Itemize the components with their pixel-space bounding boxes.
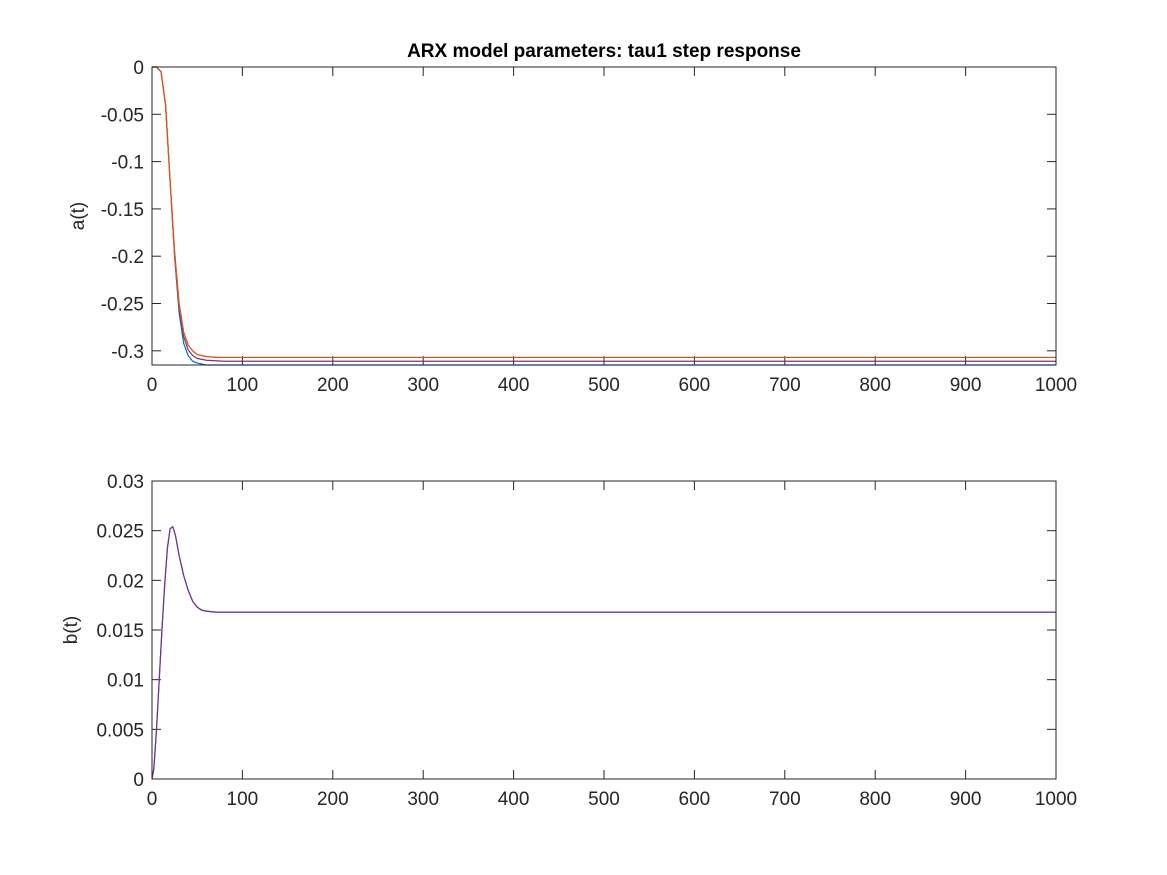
x-tick-label: 400 xyxy=(498,789,530,810)
series-line-b-0 xyxy=(151,525,1056,780)
series-line-b-1 xyxy=(151,525,1056,780)
series-line-a-0 xyxy=(152,66,1056,366)
y-tick-label: 0.015 xyxy=(96,621,144,642)
x-tick-label: 500 xyxy=(588,375,620,396)
x-tick-label: 900 xyxy=(950,375,982,396)
x-tick-label: 0 xyxy=(147,789,158,810)
x-tick-label: 200 xyxy=(317,375,349,396)
tick-group-a: 0 100 200 300 400 500 600 700 800 900 1000 0 -0.05 -0… xyxy=(101,58,1077,396)
x-tick-label: 600 xyxy=(679,789,711,810)
x-tick-label: 600 xyxy=(679,375,711,396)
x-tick-label: 100 xyxy=(227,789,259,810)
series-group-b xyxy=(151,525,1056,780)
x-tick-label: 800 xyxy=(859,789,891,810)
x-tick-label: 500 xyxy=(588,789,620,810)
y-tick-label: -0.1 xyxy=(111,153,144,174)
x-tick-label: 300 xyxy=(407,789,439,810)
x-tick-label: 900 xyxy=(950,789,982,810)
tick-group-b: 0 100 200 300 400 500 600 700 800 900 1000 0 0.005 0.… xyxy=(96,472,1077,810)
axes-box-b xyxy=(151,480,1057,780)
x-tick-label: 400 xyxy=(498,375,530,396)
y-tick-label: -0.2 xyxy=(111,247,144,268)
x-tick-label: 300 xyxy=(407,375,439,396)
y-tick-label: 0.005 xyxy=(96,720,144,741)
y-tick-label: -0.15 xyxy=(101,200,144,221)
x-tick-label: 800 xyxy=(859,375,891,396)
x-tick-label: 700 xyxy=(769,789,801,810)
x-tick-label: 1000 xyxy=(1035,789,1077,810)
series-line-a-3 xyxy=(152,66,1056,359)
x-tick-label: 700 xyxy=(769,375,801,396)
series-line-a-1 xyxy=(152,66,1056,362)
y-tick-label: -0.05 xyxy=(101,105,144,126)
y-axis-label-b: b(t) xyxy=(61,616,82,645)
subplot-b: b(t) 0 100 200 300 400 500 600 700 800 900 1000 0 0.… xyxy=(61,472,1077,810)
subplot-a: ARX model parameters: tau1 step response… xyxy=(68,41,1077,396)
y-tick-label: 0.01 xyxy=(107,671,144,692)
y-tick-label: 0.025 xyxy=(96,522,144,543)
x-tick-label: 200 xyxy=(317,789,349,810)
y-tick-label: 0 xyxy=(133,58,144,79)
x-tick-label: 1000 xyxy=(1035,375,1077,396)
x-tick-label: 0 xyxy=(147,375,158,396)
y-tick-label: 0.02 xyxy=(107,571,144,592)
series-line-a-2 xyxy=(152,66,1056,359)
y-tick-label: -0.25 xyxy=(101,295,144,316)
y-tick-label: 0 xyxy=(133,770,144,791)
series-group-a xyxy=(152,66,1056,366)
y-axis-label-a: a(t) xyxy=(68,202,89,231)
y-tick-label: 0.03 xyxy=(107,472,144,493)
x-tick-label: 100 xyxy=(227,375,259,396)
y-tick-label: -0.3 xyxy=(111,342,144,363)
axes-box-a xyxy=(151,66,1057,366)
chart-title: ARX model parameters: tau1 step response xyxy=(407,41,801,62)
